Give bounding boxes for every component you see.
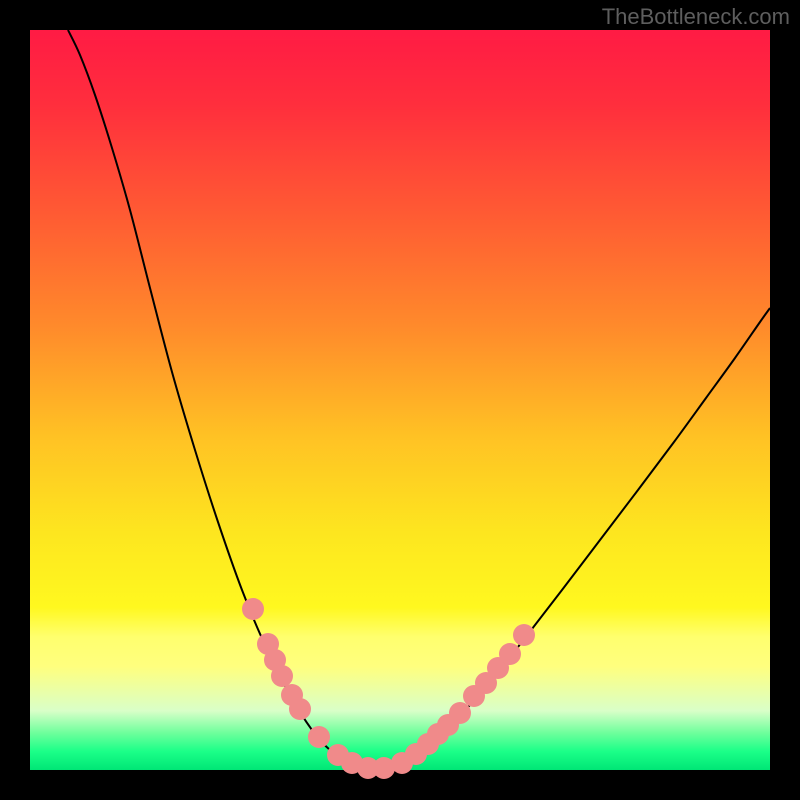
watermark-text: TheBottleneck.com [602,4,790,30]
chart-frame: TheBottleneck.com [0,0,800,800]
bottleneck-chart [0,0,800,800]
